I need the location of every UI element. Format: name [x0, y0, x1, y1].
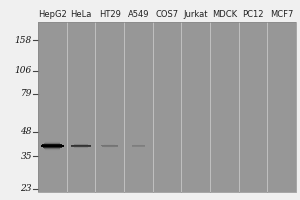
Bar	[45, 151, 59, 152]
Bar	[41, 146, 64, 147]
Bar	[44, 143, 60, 144]
Text: MCF7: MCF7	[270, 10, 293, 19]
Bar	[38, 22, 296, 192]
Bar	[41, 145, 64, 146]
Bar	[44, 148, 60, 149]
Text: HT29: HT29	[99, 10, 121, 19]
Bar	[38, 22, 296, 192]
Text: 106: 106	[15, 66, 32, 75]
Bar	[45, 142, 60, 143]
Text: HeLa: HeLa	[70, 10, 92, 19]
Text: 48: 48	[20, 127, 32, 136]
Text: Jurkat: Jurkat	[183, 10, 208, 19]
Text: 23: 23	[20, 184, 32, 193]
Text: 79: 79	[20, 89, 32, 98]
Bar	[43, 147, 62, 148]
Text: 158: 158	[15, 36, 32, 45]
Text: 35: 35	[20, 152, 32, 161]
Bar	[45, 140, 59, 141]
Bar	[42, 144, 62, 145]
Bar	[45, 141, 59, 142]
Text: MDCK: MDCK	[212, 10, 237, 19]
Bar	[45, 149, 60, 150]
Text: HepG2: HepG2	[38, 10, 67, 19]
Text: PC12: PC12	[242, 10, 264, 19]
Text: COS7: COS7	[155, 10, 178, 19]
Bar	[45, 150, 59, 151]
Text: A549: A549	[128, 10, 149, 19]
